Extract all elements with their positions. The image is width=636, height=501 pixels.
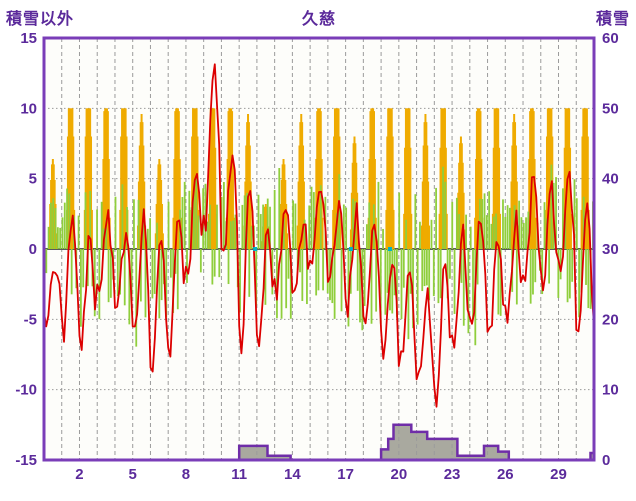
series-anomaly	[43, 164, 594, 347]
right-axis-tick: 40	[602, 171, 619, 188]
x-axis-tick: 20	[390, 466, 407, 483]
left-axis-tick: 15	[20, 30, 37, 47]
x-axis-tick: 5	[129, 466, 137, 483]
x-axis-tick: 8	[182, 466, 190, 483]
chart-title: 久慈	[301, 11, 336, 28]
left-axis-tick: 10	[20, 100, 37, 117]
plot-frame	[42, 36, 596, 462]
left-axis-tick: -5	[24, 311, 37, 328]
x-axis-tick: 29	[550, 466, 567, 483]
series-temperature	[43, 63, 595, 408]
left-axis-tick: -10	[15, 382, 37, 399]
x-axis-tick: 26	[497, 466, 514, 483]
right-axis-tick: 0	[602, 452, 610, 469]
left-axis-title: 積雪以外	[6, 11, 75, 28]
x-axis-tick: 17	[337, 466, 354, 483]
right-axis-tick: 60	[602, 30, 619, 47]
left-axis-tick: 5	[29, 171, 37, 188]
zero-line-markers	[253, 247, 392, 251]
x-axis-tick: 14	[284, 466, 301, 483]
left-axis-tick: -15	[15, 452, 37, 469]
right-axis-title: 積雪	[595, 11, 630, 28]
x-axis-tick: 11	[231, 466, 247, 483]
right-axis-tick: 50	[602, 100, 619, 117]
left-axis-tick: 0	[29, 241, 37, 258]
right-axis-tick: 20	[602, 311, 619, 328]
right-axis-tick: 30	[602, 241, 619, 258]
series-snow-depth	[44, 423, 594, 462]
x-axis-tick: 23	[444, 466, 461, 483]
right-axis-tick: 10	[602, 382, 619, 399]
x-axis-tick: 2	[75, 466, 83, 483]
